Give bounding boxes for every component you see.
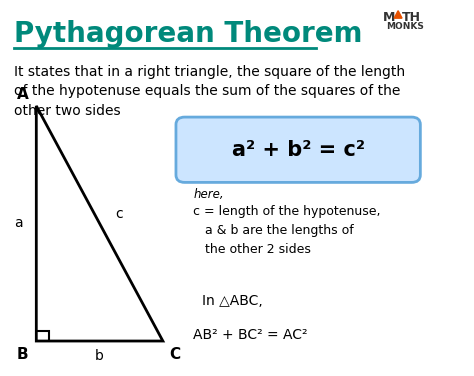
Text: c = length of the hypotenuse,
   a & b are the lengths of
   the other 2 sides: c = length of the hypotenuse, a & b are … [193,205,381,256]
Text: AB² + BC² = AC²: AB² + BC² = AC² [193,328,308,342]
Text: A: A [17,87,28,102]
Text: B: B [17,347,28,362]
Text: TH: TH [402,11,421,24]
Text: here,: here, [193,188,224,201]
Polygon shape [394,11,402,18]
Text: c: c [115,207,123,221]
Text: b: b [95,349,104,363]
Text: MONKS: MONKS [386,22,424,31]
Text: M: M [383,11,396,24]
Text: In △ABC,: In △ABC, [202,294,263,308]
Text: a: a [15,217,23,230]
FancyBboxPatch shape [176,117,420,182]
Text: Pythagorean Theorem: Pythagorean Theorem [15,20,363,48]
Text: C: C [170,347,181,362]
Text: It states that in a right triangle, the square of the length
of the hypotenuse e: It states that in a right triangle, the … [15,65,406,118]
Text: a² + b² = c²: a² + b² = c² [232,139,365,159]
